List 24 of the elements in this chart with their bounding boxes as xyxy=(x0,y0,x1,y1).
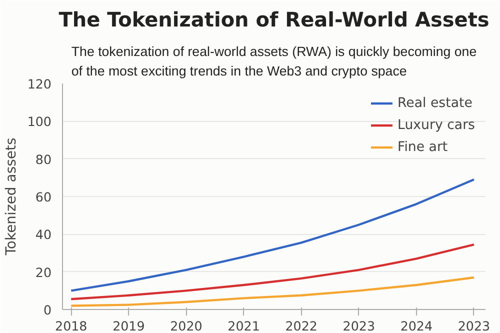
line-series xyxy=(70,178,476,292)
x-tick-label: 2019 xyxy=(112,318,145,333)
chart-subtitle: The tokenization of real-world assets (RWA) is quickly becoming one of the most exciting trends in the Web3 and crypto space xyxy=(71,44,477,78)
x-tick-label: 2018 xyxy=(55,318,88,333)
y-tick-label: 40 xyxy=(35,227,52,242)
line-series xyxy=(70,276,476,307)
x-tick-label: 2023 xyxy=(458,318,490,333)
legend-label: Real estate xyxy=(398,96,472,110)
x-tick-label: 2023 xyxy=(342,318,375,333)
y-tick-label: 120 xyxy=(27,76,52,92)
y-tick-label: 60 xyxy=(35,190,52,204)
y-tick-label: 100 xyxy=(27,114,52,130)
y-axis-title: Tokenized assets xyxy=(3,138,20,256)
chart-title: The Tokenization of Real-World Assets xyxy=(58,8,490,32)
y-tick-label: 20 xyxy=(35,264,52,280)
x-tick-label: 2022 xyxy=(285,318,318,333)
legend-label: Fine art xyxy=(398,140,448,154)
x-tick-label: 2021 xyxy=(228,318,260,333)
y-tick-label: 80 xyxy=(35,152,52,167)
y-tick-label: 0 xyxy=(43,302,52,318)
line-series xyxy=(70,243,476,300)
x-tick-label: 2024 xyxy=(400,318,433,333)
x-tick-label: 2020 xyxy=(170,318,202,333)
legend-label: Luxury cars xyxy=(398,118,475,132)
